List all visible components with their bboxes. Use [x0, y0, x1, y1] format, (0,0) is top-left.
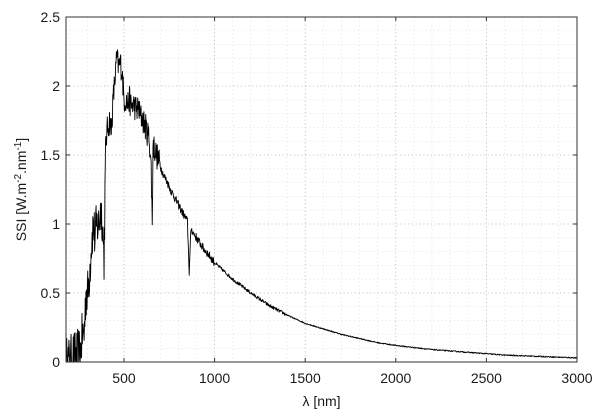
x-tick-label: 1000	[199, 370, 230, 386]
y-tick-label: 2.5	[41, 9, 61, 25]
x-tick-label: 1500	[290, 370, 321, 386]
major-grid	[66, 17, 577, 362]
x-tick-label: 2500	[471, 370, 502, 386]
x-tick-labels: 500 1000 1500 2000 2500 3000	[112, 370, 592, 386]
ssi-spectrum-line	[65, 49, 578, 363]
series-layer	[65, 49, 578, 363]
x-tick-label: 3000	[561, 370, 592, 386]
y-tick-labels: 0 0.5 1 1.5 2 2.5	[41, 9, 61, 370]
y-axis-label-exp1: -2	[13, 174, 24, 183]
y-axis-label-base: SSI [W.m	[13, 183, 29, 241]
y-tick-label: 1.5	[41, 147, 61, 163]
y-tick-label: 1	[52, 216, 60, 232]
y-tick-label: 0	[52, 354, 60, 370]
x-tick-label: 2000	[380, 370, 411, 386]
plot-frame	[65, 16, 578, 363]
axis-ticks	[66, 16, 578, 363]
y-axis-label-exp2: -1	[13, 141, 24, 150]
minor-grid	[66, 17, 577, 362]
y-tick-label: 2	[52, 78, 60, 94]
x-axis-label: λ [nm]	[302, 393, 340, 409]
y-axis-label: SSI [W.m-2.nm-1]	[13, 138, 30, 241]
y-axis-label-mid: .nm	[13, 151, 29, 174]
y-axis-label-end: ]	[13, 138, 29, 142]
x-tick-label: 500	[112, 370, 136, 386]
y-tick-label: 0.5	[41, 285, 61, 301]
